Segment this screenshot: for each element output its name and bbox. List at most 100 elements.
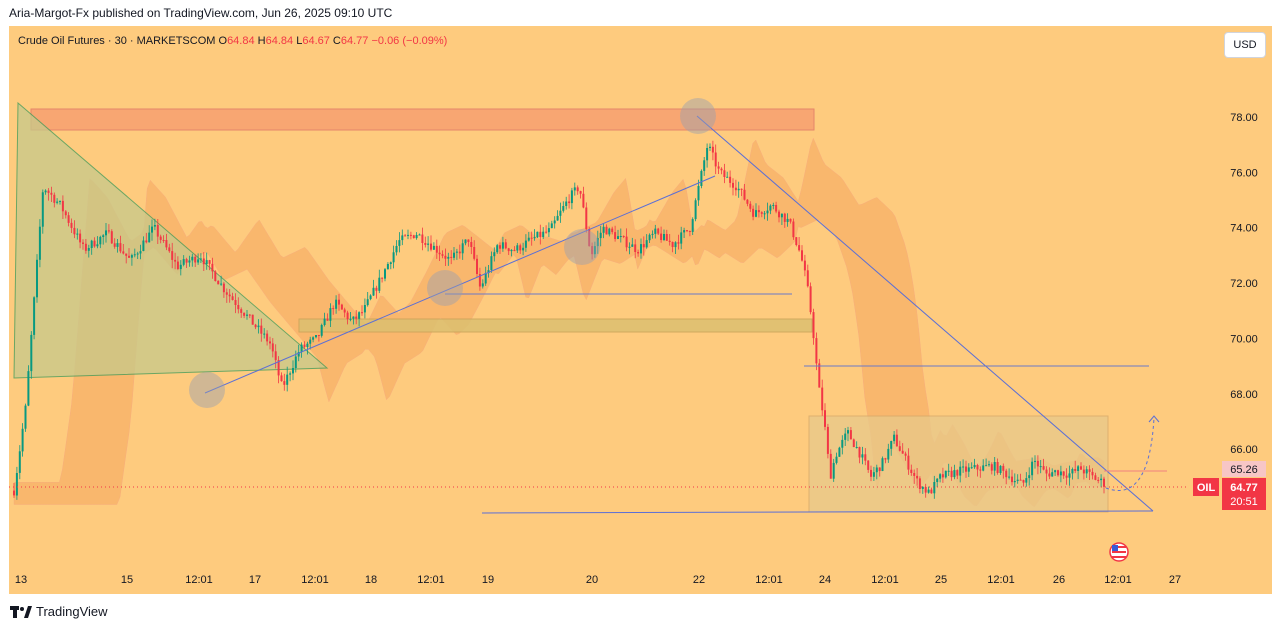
candle-body	[542, 231, 545, 238]
candle-body	[924, 487, 927, 493]
candle-body	[191, 256, 194, 261]
candle-body	[234, 300, 237, 305]
candle-body	[171, 251, 174, 260]
candle-body	[686, 230, 688, 232]
candle-body	[467, 239, 470, 242]
price-chart[interactable]: 78.0076.0074.0072.0070.0068.0066.0064.00…	[9, 26, 1272, 594]
candle-body	[740, 188, 743, 190]
candle-body	[703, 160, 706, 171]
candle-body	[165, 240, 168, 248]
time-axis[interactable]: 13 15 12:01 17 12:01 18 12:01 19 20 22 12:01 24 12:0…	[15, 574, 1181, 586]
open-label: O	[218, 35, 228, 47]
time-tick-label: 12:01	[755, 574, 783, 586]
candle-body	[366, 299, 369, 306]
candle-body	[1094, 475, 1097, 480]
us-flag-icon[interactable]	[1109, 542, 1129, 562]
rising-trendline[interactable]	[204, 175, 716, 394]
candle-body	[933, 482, 936, 494]
candle-body	[821, 387, 824, 411]
price-tick-label: 74.00	[1230, 223, 1258, 235]
candle-body	[565, 201, 568, 206]
candle-body	[21, 428, 24, 452]
candle-body	[798, 245, 801, 251]
price-tick-label: 76.00	[1230, 167, 1258, 179]
candle-body	[637, 252, 640, 254]
candle-body	[809, 286, 812, 313]
publisher-line: Aria-Margot-Fx published on TradingView.…	[9, 6, 393, 20]
candle-body	[338, 299, 340, 305]
candle-body	[38, 226, 41, 260]
candle-body	[749, 203, 752, 209]
candle-body	[381, 277, 384, 279]
candle-body	[921, 487, 924, 489]
candle-body	[378, 277, 381, 291]
candle-body	[516, 245, 519, 251]
candle-body	[501, 242, 504, 249]
swing-marker-3[interactable]	[564, 229, 600, 265]
candle-body	[389, 262, 392, 264]
candle-body	[588, 229, 591, 247]
candle-body	[729, 176, 732, 183]
candle-body	[297, 352, 300, 357]
chart-pane[interactable]: 78.0076.0074.0072.0070.0068.0066.0064.00…	[9, 26, 1272, 594]
candle-body	[358, 312, 361, 319]
base-line[interactable]	[481, 510, 1154, 514]
swing-marker-1[interactable]	[189, 372, 225, 408]
candle-body	[982, 465, 985, 471]
candle-body	[340, 304, 343, 310]
time-tick-label: 17	[249, 574, 261, 586]
candle-body	[59, 200, 61, 202]
candle-body	[663, 234, 665, 240]
candle-body	[128, 255, 130, 258]
candle-body	[792, 221, 795, 238]
currency-button[interactable]: USD	[1224, 32, 1266, 58]
candle-body	[769, 205, 772, 211]
swing-marker-4[interactable]	[680, 98, 716, 134]
candle-body	[550, 223, 553, 229]
candle-body	[315, 335, 317, 338]
candle-body	[309, 339, 312, 344]
candle-body	[1068, 473, 1071, 478]
candle-body	[683, 230, 686, 233]
candle-body	[82, 242, 84, 244]
candle-body	[392, 252, 395, 263]
candle-body	[1048, 473, 1051, 477]
candle-body	[849, 430, 852, 440]
candle-body	[1016, 479, 1019, 481]
candle-body	[274, 351, 277, 361]
support-zone-mid[interactable]	[298, 318, 813, 333]
candle-body	[864, 454, 867, 461]
projection-arrow[interactable]	[1105, 417, 1155, 491]
candle-body	[645, 240, 648, 248]
candle-body	[631, 244, 634, 247]
candle-body	[570, 190, 573, 204]
consolidation-box[interactable]	[808, 415, 1109, 513]
candle-body	[266, 333, 269, 342]
candle-body	[1085, 469, 1088, 474]
candle-body	[427, 243, 430, 245]
svg-text:OIL: OIL	[1197, 482, 1216, 494]
candle-body	[680, 232, 683, 244]
candle-body	[470, 242, 473, 247]
candle-body	[286, 374, 289, 385]
swing-marker-2[interactable]	[427, 270, 463, 306]
candle-body	[660, 233, 663, 240]
candle-body	[818, 363, 821, 388]
candle-body	[947, 470, 950, 472]
candle-body	[694, 200, 697, 220]
candle-body	[222, 283, 225, 293]
candle-body	[424, 243, 427, 245]
candle-body	[559, 210, 562, 216]
candle-body	[890, 441, 893, 449]
price-tick-label: 66.00	[1230, 444, 1258, 456]
triangle-drawing[interactable]	[13, 101, 329, 379]
candle-body	[24, 405, 27, 429]
falling-trendline[interactable]	[696, 115, 1154, 512]
candle-body	[510, 249, 513, 252]
candle-body	[726, 176, 729, 178]
candle-body	[458, 251, 461, 254]
candle-body	[545, 231, 548, 233]
candle-body	[130, 255, 133, 258]
symbol-legend[interactable]: Crude Oil Futures · 30 · MARKETSCOM O64.…	[18, 35, 447, 47]
